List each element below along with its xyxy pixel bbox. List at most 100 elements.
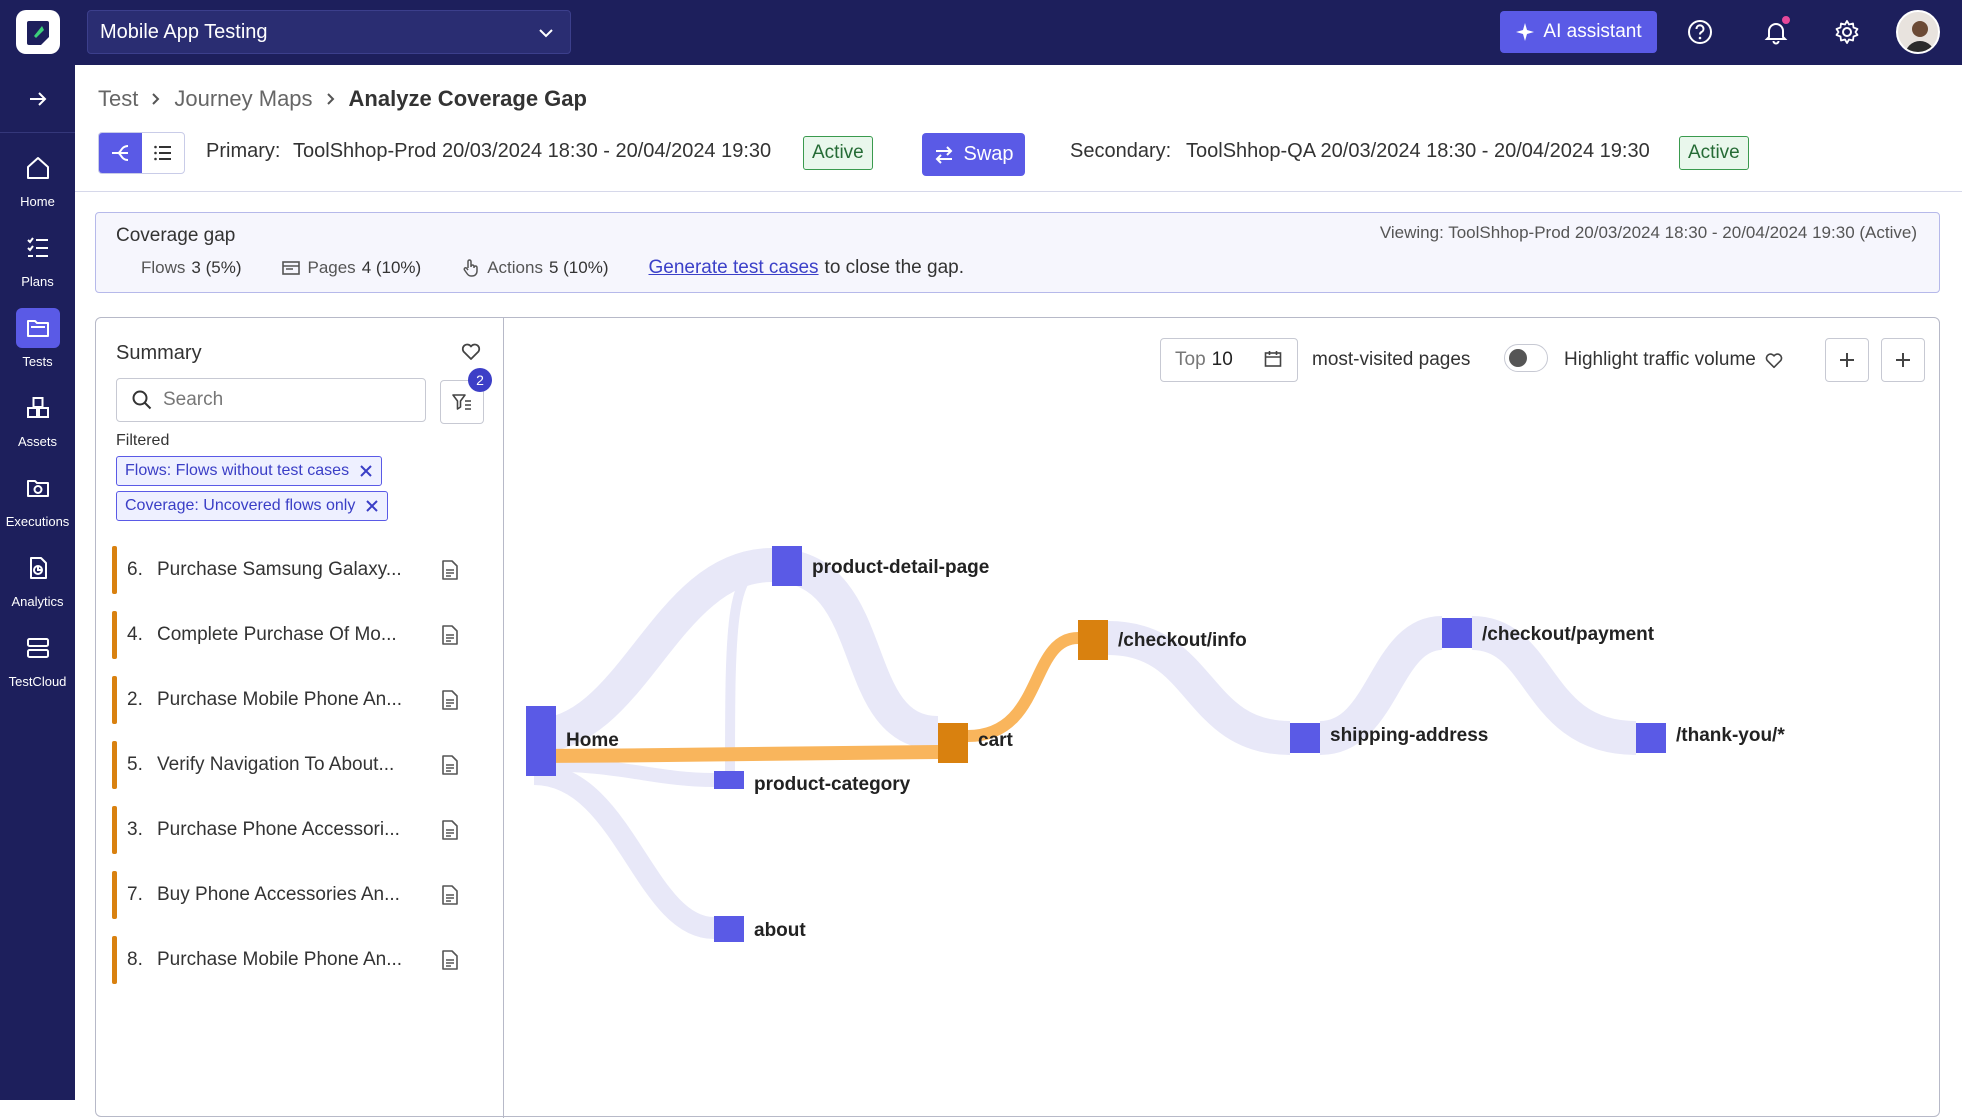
flow-map-icon [112, 145, 129, 161]
document-icon[interactable] [441, 559, 459, 581]
chevron-right-icon [326, 93, 334, 105]
testcloud-icon [26, 637, 49, 658]
project-select[interactable]: Mobile App Testing [87, 10, 571, 54]
actions-label: Actions [487, 258, 543, 277]
flow-list-item[interactable]: 2. Purchase Mobile Phone An... [112, 676, 492, 724]
filtered-label: Filtered [116, 432, 170, 449]
flow-list-item[interactable]: 3. Purchase Phone Accessori... [112, 806, 492, 854]
sidebar-item-tests[interactable]: Tests [0, 303, 75, 373]
pages-stat: Pages 4 (10%) [281, 258, 421, 278]
notifications-button[interactable] [1758, 14, 1794, 50]
flow-number: 6. [127, 559, 143, 580]
secondary-value: ToolShhop-QA 20/03/2024 18:30 - 20/04/20… [1186, 140, 1650, 162]
sidebar-item-assets[interactable]: Assets [0, 383, 75, 453]
node-shipping-address[interactable] [1290, 723, 1320, 753]
flow-list-item[interactable]: 5. Verify Navigation To About... [112, 741, 492, 789]
tests-icon [26, 319, 49, 337]
node-checkout-payment[interactable] [1442, 618, 1472, 648]
node-label-product-detail-page: product-detail-page [812, 557, 989, 578]
sidebar-item-plans[interactable]: Plans [0, 223, 75, 293]
sidebar-item-analytics[interactable]: Analytics [0, 543, 75, 613]
flow-list-item[interactable]: 7. Buy Phone Accessories An... [112, 871, 492, 919]
document-icon[interactable] [441, 689, 459, 711]
filter-chip[interactable]: Flows: Flows without test cases [116, 456, 383, 486]
sidebar-item-home[interactable]: Home [0, 143, 75, 213]
summary-favorite-button[interactable] [460, 340, 482, 367]
node-label-checkout-payment: /checkout/payment [1482, 624, 1655, 645]
swap-button[interactable]: Swap [922, 133, 1025, 176]
ai-assistant-button[interactable]: AI assistant [1500, 11, 1657, 53]
node-thank-you[interactable] [1636, 723, 1666, 753]
close-icon[interactable] [365, 499, 379, 513]
app-logo[interactable] [16, 10, 60, 54]
document-icon[interactable] [441, 624, 459, 646]
node-label-shipping-address: shipping-address [1330, 725, 1488, 746]
node-checkout-info[interactable] [1078, 620, 1108, 660]
list-view-button[interactable] [142, 133, 185, 173]
node-home[interactable] [526, 706, 556, 776]
primary-status-badge: Active [803, 136, 873, 170]
user-avatar[interactable] [1896, 10, 1940, 54]
settings-button[interactable] [1829, 14, 1865, 50]
coverage-gap-panel: Coverage gap Viewing: ToolShhop-Prod 20/… [95, 212, 1940, 293]
node-label-cart: cart [978, 730, 1014, 751]
filter-button[interactable] [440, 380, 484, 424]
sidebar-expand-button[interactable] [0, 65, 75, 133]
node-product-category[interactable] [714, 771, 744, 789]
flows-stat: Flows 3 (5%) [141, 258, 241, 278]
help-button[interactable] [1682, 14, 1718, 50]
sidebar-item-executions[interactable]: Executions [0, 463, 75, 533]
top-n-select[interactable]: Top 10 [1160, 338, 1298, 382]
highlight-traffic-label: Highlight traffic volume [1564, 349, 1784, 371]
document-icon[interactable] [441, 884, 459, 906]
heart-icon[interactable] [1764, 350, 1784, 370]
link-info-ship [1107, 621, 1291, 755]
zoom-in-button[interactable] [1825, 338, 1869, 382]
breadcrumb-item-test[interactable]: Test [98, 86, 139, 111]
highlight-traffic-toggle[interactable] [1504, 344, 1548, 372]
filter-icon [452, 394, 471, 410]
secondary-status-badge: Active [1679, 136, 1749, 170]
journey-map-panel: Summary Search 2 Filtered Flows: Flows w… [95, 317, 1940, 1118]
sidebar-item-label: Assets [17, 433, 57, 449]
search-input[interactable]: Search [116, 378, 426, 422]
list-icon [153, 145, 171, 161]
pages-label: Pages [307, 258, 356, 277]
journey-map: Home product-detail-page product-categor… [504, 318, 1939, 1118]
sparkle-icon [1516, 23, 1535, 41]
sidebar-item-label: Analytics [11, 593, 64, 609]
sidebar-item-testcloud[interactable]: TestCloud [0, 623, 75, 693]
map-view-button[interactable] [99, 133, 142, 173]
viewing-info: Viewing: ToolShhop-Prod 20/03/2024 18:30… [1379, 223, 1917, 242]
user-photo-icon [1905, 21, 1935, 52]
filter-chip-label: Coverage: Uncovered flows only [125, 497, 356, 514]
analytics-icon [29, 556, 47, 579]
top-bar: Mobile App Testing AI assistant [0, 0, 1962, 65]
flow-name: Purchase Phone Accessori... [157, 819, 400, 840]
chevron-right-icon [152, 93, 160, 105]
flow-list-item[interactable]: 6. Purchase Samsung Galaxy... [112, 546, 492, 594]
generate-test-cases-link[interactable]: Generate test cases [648, 257, 819, 278]
actions-stat: Actions 5 (10%) [461, 258, 609, 278]
page-icon [282, 261, 301, 275]
document-icon[interactable] [441, 949, 459, 971]
node-product-detail-page[interactable] [772, 546, 802, 586]
flow-list-item[interactable]: 8. Purchase Mobile Phone An... [112, 936, 492, 984]
sidebar: Home Plans Tests Assets Executions Analy… [0, 65, 75, 1100]
breadcrumb-item-journey-maps[interactable]: Journey Maps [174, 86, 313, 111]
flow-list-item[interactable]: 4. Complete Purchase Of Mo... [112, 611, 492, 659]
node-label-product-category: product-category [754, 774, 911, 795]
close-icon[interactable] [359, 464, 373, 478]
node-about[interactable] [714, 916, 744, 942]
actions-value: 5 (10%) [548, 258, 609, 277]
top-label: Top [1175, 349, 1206, 370]
document-icon[interactable] [441, 754, 459, 776]
flows-value: 3 (5%) [191, 258, 242, 277]
node-cart[interactable] [938, 723, 968, 763]
filter-chip[interactable]: Coverage: Uncovered flows only [116, 491, 389, 521]
arrow-right-icon [29, 91, 46, 106]
flow-name: Buy Phone Accessories An... [157, 884, 400, 905]
document-icon[interactable] [441, 819, 459, 841]
notification-dot [1780, 14, 1792, 26]
expand-button[interactable] [1881, 338, 1925, 382]
